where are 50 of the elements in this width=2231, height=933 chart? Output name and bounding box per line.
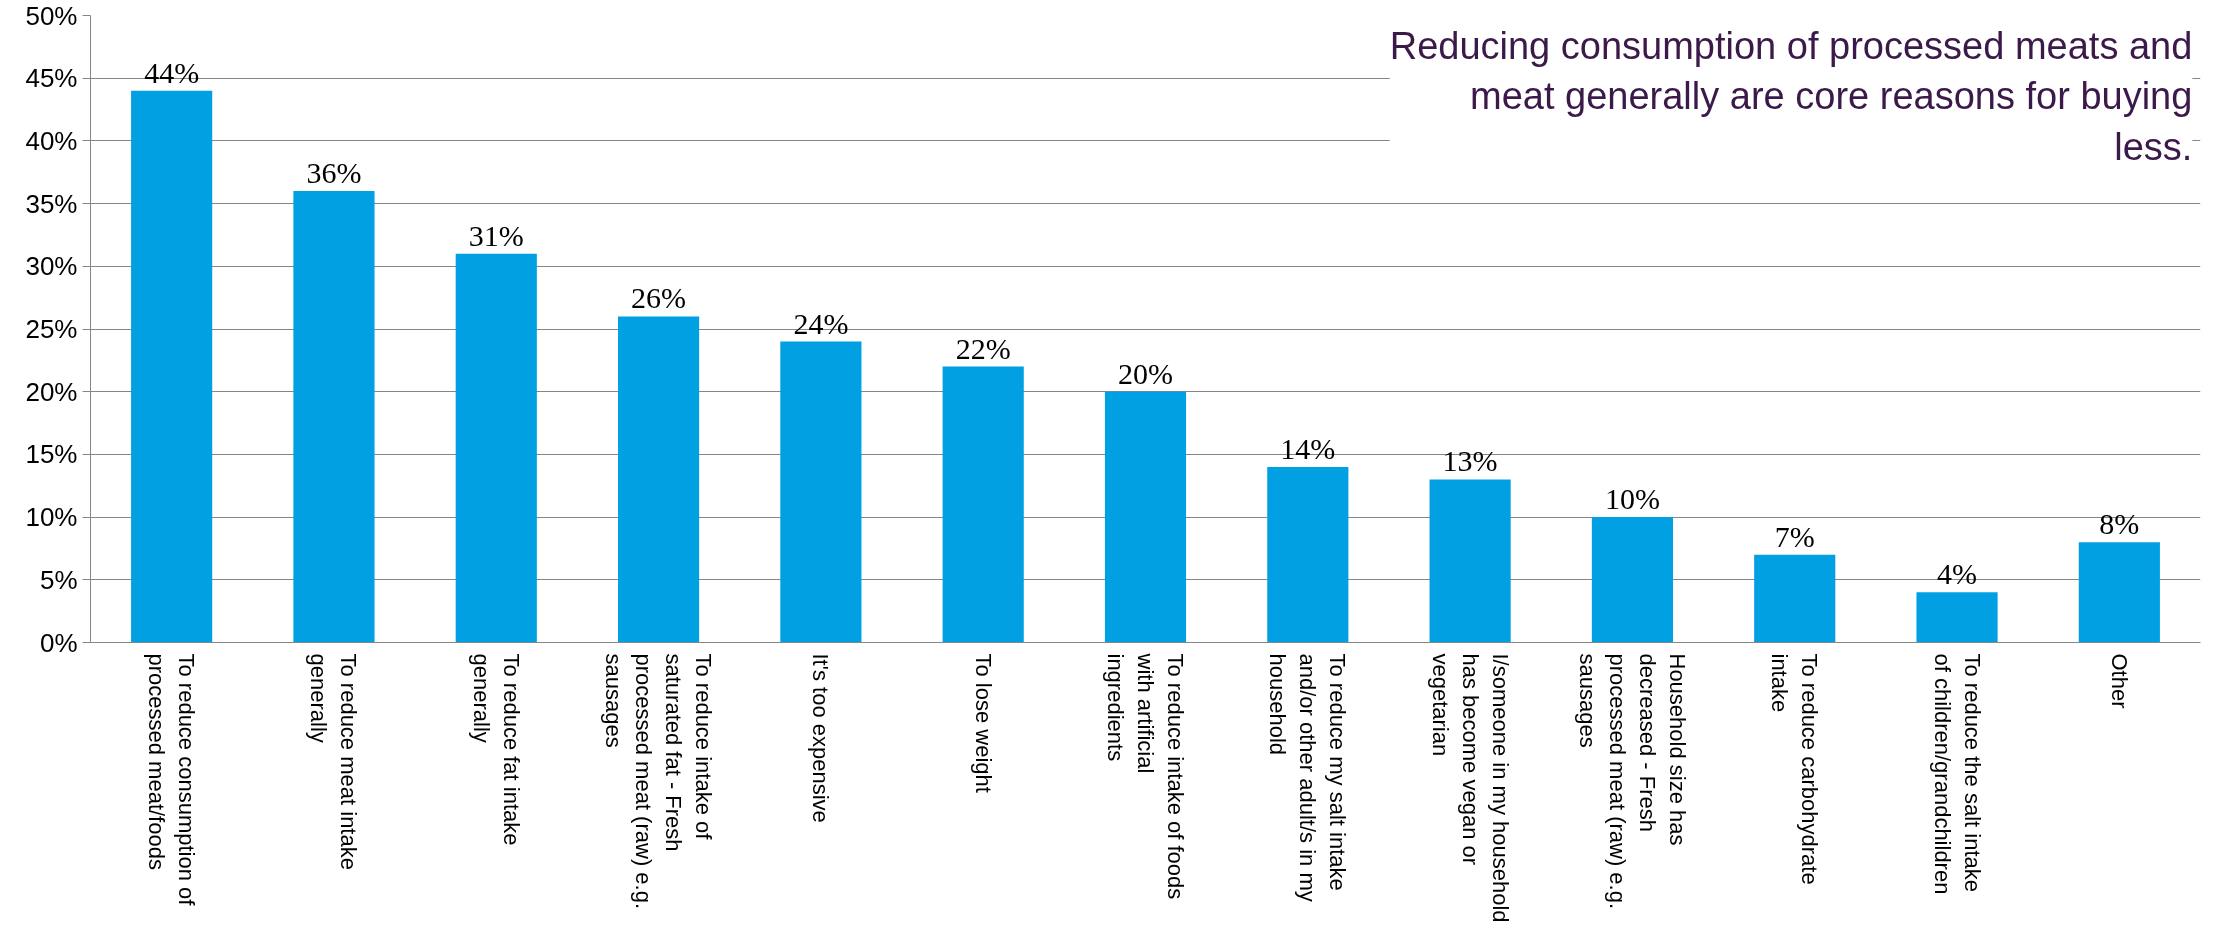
bar bbox=[618, 316, 700, 643]
y-tick-label: 5% bbox=[39, 564, 78, 595]
y-tick-label: 20% bbox=[25, 376, 78, 407]
data-label: 24% bbox=[793, 306, 849, 340]
x-tick-label: Other bbox=[2106, 653, 2132, 709]
bar bbox=[1429, 479, 1511, 643]
x-tick-label: To reduce my salt intake and/or other adult/s in my household bbox=[1265, 653, 1351, 902]
y-tick-label: 10% bbox=[25, 502, 78, 533]
y-tick-label: 35% bbox=[25, 188, 78, 219]
data-label: 14% bbox=[1280, 431, 1336, 465]
data-label: 20% bbox=[1118, 356, 1173, 390]
x-tick-label: To lose weight bbox=[970, 653, 996, 793]
x-tick-label: To reduce consumption of processed meat/foods bbox=[144, 653, 200, 907]
bar bbox=[455, 253, 537, 643]
x-tick-label: To reduce intake of foods with artificial ingredients bbox=[1103, 652, 1188, 900]
x-tick-label: I/someone in my household has become vegan or vegetarian bbox=[1427, 653, 1513, 923]
text: Reducing consumption of processed meats and meat generally are core reasons for buying less. bbox=[1389, 24, 2193, 168]
y-tick-label: 0% bbox=[39, 627, 78, 658]
bar bbox=[780, 341, 862, 643]
data-label: 44% bbox=[144, 55, 200, 89]
data-label: 7% bbox=[1774, 519, 1815, 553]
bar bbox=[1916, 592, 1998, 643]
x-tick-label: Household size has decreased - Fresh processed meat (raw) e.g. sausages bbox=[1574, 653, 1690, 910]
y-tick-label: 30% bbox=[25, 251, 78, 282]
bar bbox=[1104, 391, 1187, 643]
bar bbox=[293, 191, 375, 643]
data-label: 4% bbox=[1937, 557, 1978, 591]
y-tick-label: 25% bbox=[25, 314, 78, 344]
bar bbox=[1754, 554, 1836, 643]
bar bbox=[131, 90, 213, 643]
data-label: 13% bbox=[1442, 444, 1498, 478]
data-label: 8% bbox=[2099, 507, 2140, 541]
bar bbox=[942, 366, 1024, 643]
bar bbox=[1267, 466, 1349, 643]
x-tick-label: It's too expensive bbox=[808, 653, 834, 823]
x-tick-label: To reduce intake of saturated fat - Fresh processed meat (raw) e.g. sausages bbox=[601, 653, 717, 910]
y-tick-label: 45% bbox=[25, 63, 78, 94]
data-label: 36% bbox=[306, 156, 362, 190]
data-label: 22% bbox=[955, 331, 1011, 365]
y-tick-label: 50% bbox=[25, 0, 78, 31]
y-tick-label: 15% bbox=[25, 439, 78, 470]
data-label: 31% bbox=[468, 218, 524, 252]
bar bbox=[1591, 517, 1673, 643]
data-label: 10% bbox=[1604, 482, 1660, 516]
x-tick-label: To reduce meat intake generally bbox=[306, 653, 362, 870]
x-tick-label: To reduce fat intake generally bbox=[468, 653, 524, 846]
bar bbox=[2078, 542, 2160, 643]
data-label: 26% bbox=[631, 281, 687, 315]
x-tick-label: To reduce carbohydrate intake bbox=[1767, 653, 1823, 885]
y-tick-label: 40% bbox=[25, 125, 78, 156]
